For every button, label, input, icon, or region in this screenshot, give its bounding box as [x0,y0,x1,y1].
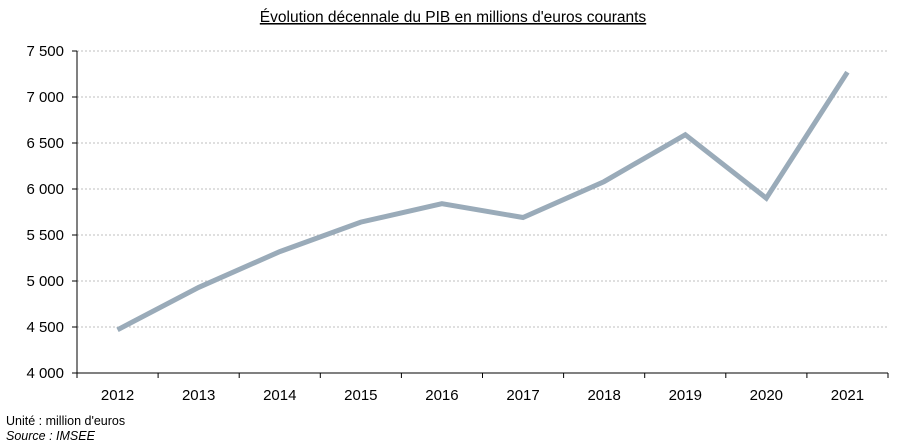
x-tick-label: 2012 [101,387,134,404]
series-layer [116,70,850,333]
x-tick-label: 2017 [506,387,539,404]
y-tick-label: 7 000 [26,89,64,106]
x-tick-label: 2013 [182,387,215,404]
y-tick-label: 5 000 [26,273,64,290]
x-tick-labels: 2012 2013 2014 2015 2016 2017 2018 2019 2020 2021 [101,387,864,404]
y-tick-label: 5 500 [26,227,64,244]
x-tick-label: 2015 [344,387,377,404]
y-tick-label: 7 500 [26,43,64,60]
x-tick-label: 2018 [587,387,620,404]
series-line-0 [116,70,850,333]
x-tick-label: 2021 [831,387,864,404]
y-tick-labels: 4 000 4 500 5 000 5 500 6 000 6 500 7 000 7 500 [26,43,64,382]
gridlines [77,50,888,328]
x-tick-label: 2014 [263,387,296,404]
y-tick-label: 4 000 [26,365,64,382]
unit-note: Unité : million d'euros [6,414,126,428]
y-tick-label: 6 500 [26,135,64,152]
y-tick-label: 6 000 [26,181,64,198]
x-tick-label: 2019 [669,387,702,404]
axes [72,50,889,378]
y-tick-label: 4 500 [26,319,64,336]
x-tick-label: 2020 [750,387,783,404]
source-note: Source : IMSEE [6,429,95,443]
chart-title: Évolution décennale du PIB en millions d… [260,9,647,26]
x-tick-label: 2016 [425,387,458,404]
